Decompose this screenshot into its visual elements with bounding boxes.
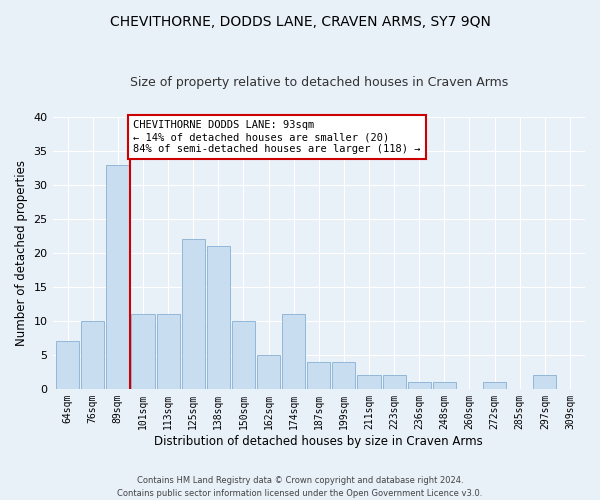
Bar [483,382,506,389]
X-axis label: Distribution of detached houses by size in Craven Arms: Distribution of detached houses by size … [154,434,483,448]
Title: Size of property relative to detached houses in Craven Arms: Size of property relative to detached ho… [130,76,508,90]
Bar [307,362,331,389]
Bar [106,164,130,389]
Bar [433,382,456,389]
Y-axis label: Number of detached properties: Number of detached properties [15,160,28,346]
Bar [332,362,355,389]
Bar [257,355,280,389]
Bar [131,314,155,389]
Bar [56,342,79,389]
Bar [81,321,104,389]
Bar [533,375,556,389]
Text: CHEVITHORNE, DODDS LANE, CRAVEN ARMS, SY7 9QN: CHEVITHORNE, DODDS LANE, CRAVEN ARMS, SY… [110,15,490,29]
Bar [407,382,431,389]
Text: CHEVITHORNE DODDS LANE: 93sqm
← 14% of detached houses are smaller (20)
84% of s: CHEVITHORNE DODDS LANE: 93sqm ← 14% of d… [133,120,421,154]
Bar [282,314,305,389]
Bar [358,375,380,389]
Bar [232,321,255,389]
Text: Contains HM Land Registry data © Crown copyright and database right 2024.
Contai: Contains HM Land Registry data © Crown c… [118,476,482,498]
Bar [182,240,205,389]
Bar [207,246,230,389]
Bar [383,375,406,389]
Bar [157,314,179,389]
